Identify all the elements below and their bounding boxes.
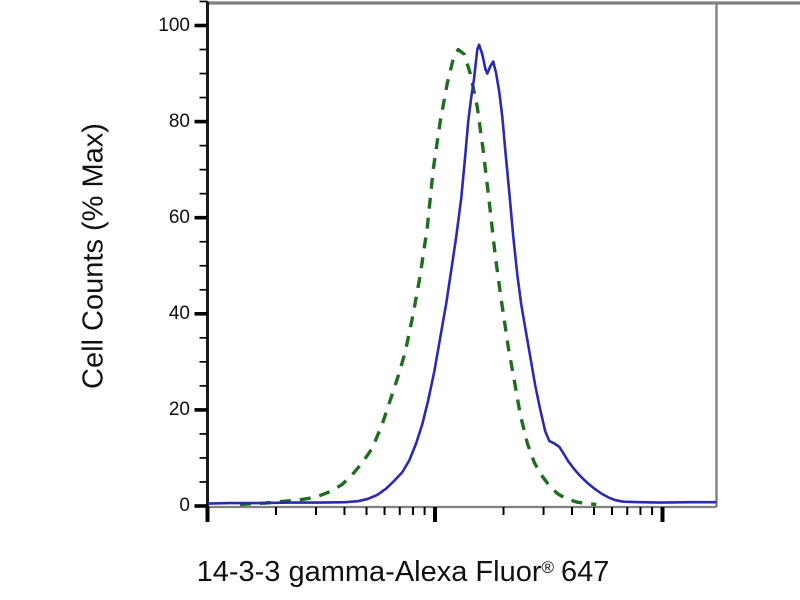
y-tick-label: 40 [168, 302, 190, 324]
y-tick-label: 80 [168, 110, 190, 132]
registered-trademark-symbol: ® [541, 558, 555, 577]
y-tick-label: 100 [158, 14, 190, 36]
y-tick-label: 20 [168, 398, 190, 420]
y-tick-label: 0 [179, 495, 190, 516]
x-axis-title-text: 14-3-3 gamma-Alexa Fluor [196, 556, 542, 588]
dashed-green-histogram [239, 47, 597, 507]
x-axis-title: 14-3-3 gamma-Alexa Fluor® 647 [0, 556, 800, 589]
y-axis-title: Cell Counts (% Max) [77, 123, 110, 389]
solid-blue-histogram [207, 43, 717, 505]
x-axis-title-number: 647 [561, 556, 610, 588]
y-tick-label: 60 [168, 206, 190, 228]
